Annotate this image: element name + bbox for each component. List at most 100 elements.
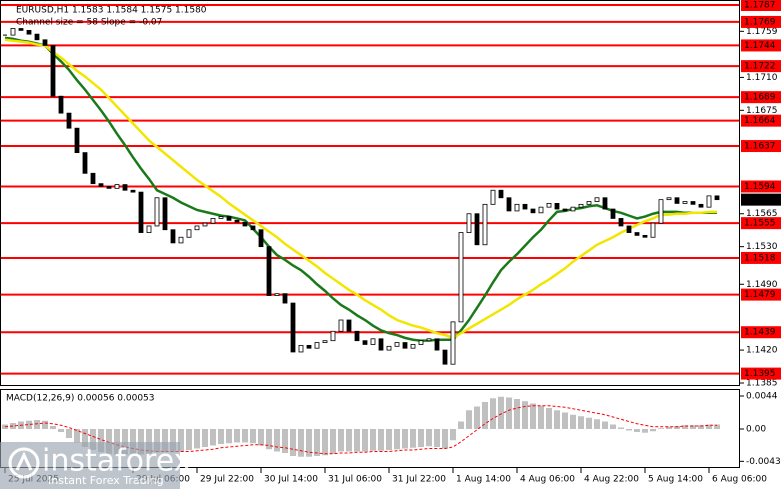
y-tick-label: 1.1759: [746, 27, 778, 37]
candle: [274, 293, 280, 296]
macd-bar: [154, 429, 160, 453]
candle: [226, 216, 232, 221]
macd-bar: [226, 429, 232, 444]
x-tick-label: 5 Aug 14:00: [648, 475, 703, 485]
macd-bar: [130, 429, 136, 454]
candle: [258, 229, 264, 248]
watermark-logo: [8, 447, 40, 479]
macd-bar: [418, 429, 424, 447]
candle: [90, 172, 96, 185]
candle: [642, 234, 648, 238]
macd-bar: [218, 429, 224, 444]
candle: [570, 206, 576, 212]
macd-bar: [282, 429, 288, 453]
candle: [242, 221, 248, 227]
macd-bar: [306, 429, 312, 457]
macd-bar: [146, 429, 152, 454]
macd-bar: [426, 429, 432, 447]
level-label-box: [741, 60, 781, 73]
macd-bar: [322, 429, 328, 456]
candle: [290, 302, 296, 353]
macd-bar: [514, 399, 520, 429]
macd-bar: [626, 429, 632, 431]
macd-bar: [690, 425, 696, 429]
macd-bar: [26, 420, 32, 429]
candle: [610, 208, 616, 219]
macd-bar: [10, 423, 16, 429]
y-tick-label: 1.1385: [746, 379, 778, 389]
candle: [146, 225, 152, 233]
candle: [106, 186, 112, 189]
candle: [538, 206, 544, 214]
macd-bar: [490, 398, 496, 429]
macd-bar: [410, 429, 416, 448]
candle: [706, 195, 712, 208]
y-tick-label: 1.1675: [746, 106, 778, 116]
candle: [50, 45, 56, 97]
candle: [194, 225, 200, 231]
macd-bar: [186, 429, 192, 450]
macd-bar: [346, 429, 352, 452]
macd-bar: [570, 414, 576, 429]
level-label-box: [741, 288, 781, 301]
candle: [34, 33, 40, 41]
candle: [58, 95, 64, 114]
candle: [138, 191, 144, 233]
candle: [634, 232, 640, 236]
macd-bar: [634, 429, 640, 432]
level-label-box: [741, 39, 781, 52]
macd-bar: [458, 421, 464, 429]
price-marker-label: 1.1580: [744, 195, 776, 205]
candle: [498, 189, 504, 199]
candle: [98, 183, 104, 187]
candle: [330, 330, 336, 342]
level-label-box: [741, 15, 781, 28]
candle: [210, 218, 216, 224]
x-tick-label: 4 Aug 22:00: [584, 475, 639, 485]
candle: [162, 197, 168, 231]
macd-bar: [74, 429, 80, 443]
watermark: instaforex Instant Forex Trading: [0, 442, 191, 489]
main-layer: [0, 4, 740, 457]
candle: [618, 218, 624, 227]
macd-bar: [258, 429, 264, 446]
macd-bar: [34, 420, 40, 429]
macd-bar: [554, 410, 560, 429]
level-label: 1.1689: [744, 93, 776, 103]
macd-bar: [642, 429, 648, 433]
macd-bar: [578, 416, 584, 429]
macd-bar: [250, 429, 256, 444]
macd-bar: [618, 427, 624, 429]
line: [4, 36, 717, 342]
level-label: 1.1769: [744, 17, 776, 27]
candle: [690, 201, 696, 205]
macd-frame: [0, 389, 740, 468]
y-tick-label: 1.1490: [746, 280, 778, 290]
candle: [562, 208, 568, 212]
level-label: 1.1439: [744, 328, 776, 338]
level-label-box: [741, 326, 781, 339]
candle: [82, 152, 88, 174]
candle: [346, 319, 352, 332]
macd-bar: [562, 412, 568, 429]
macd-bar: [378, 429, 384, 451]
macd-bar: [42, 420, 48, 429]
level-label-box: [741, 180, 781, 193]
candle: [682, 201, 688, 204]
macd-bar: [138, 429, 144, 455]
macd-bar: [610, 424, 616, 429]
candle: [410, 344, 416, 349]
macd-bar: [82, 429, 88, 447]
macd-bar: [650, 429, 656, 432]
macd-bar: [370, 429, 376, 451]
candle: [482, 203, 488, 246]
candle: [306, 344, 312, 349]
line: [4, 38, 717, 340]
candle: [218, 216, 224, 219]
x-tick-label: 4 Aug 06:00: [520, 475, 575, 485]
candle: [666, 197, 672, 201]
candle: [74, 127, 80, 154]
macd-bar: [338, 429, 344, 452]
candle: [26, 29, 32, 35]
